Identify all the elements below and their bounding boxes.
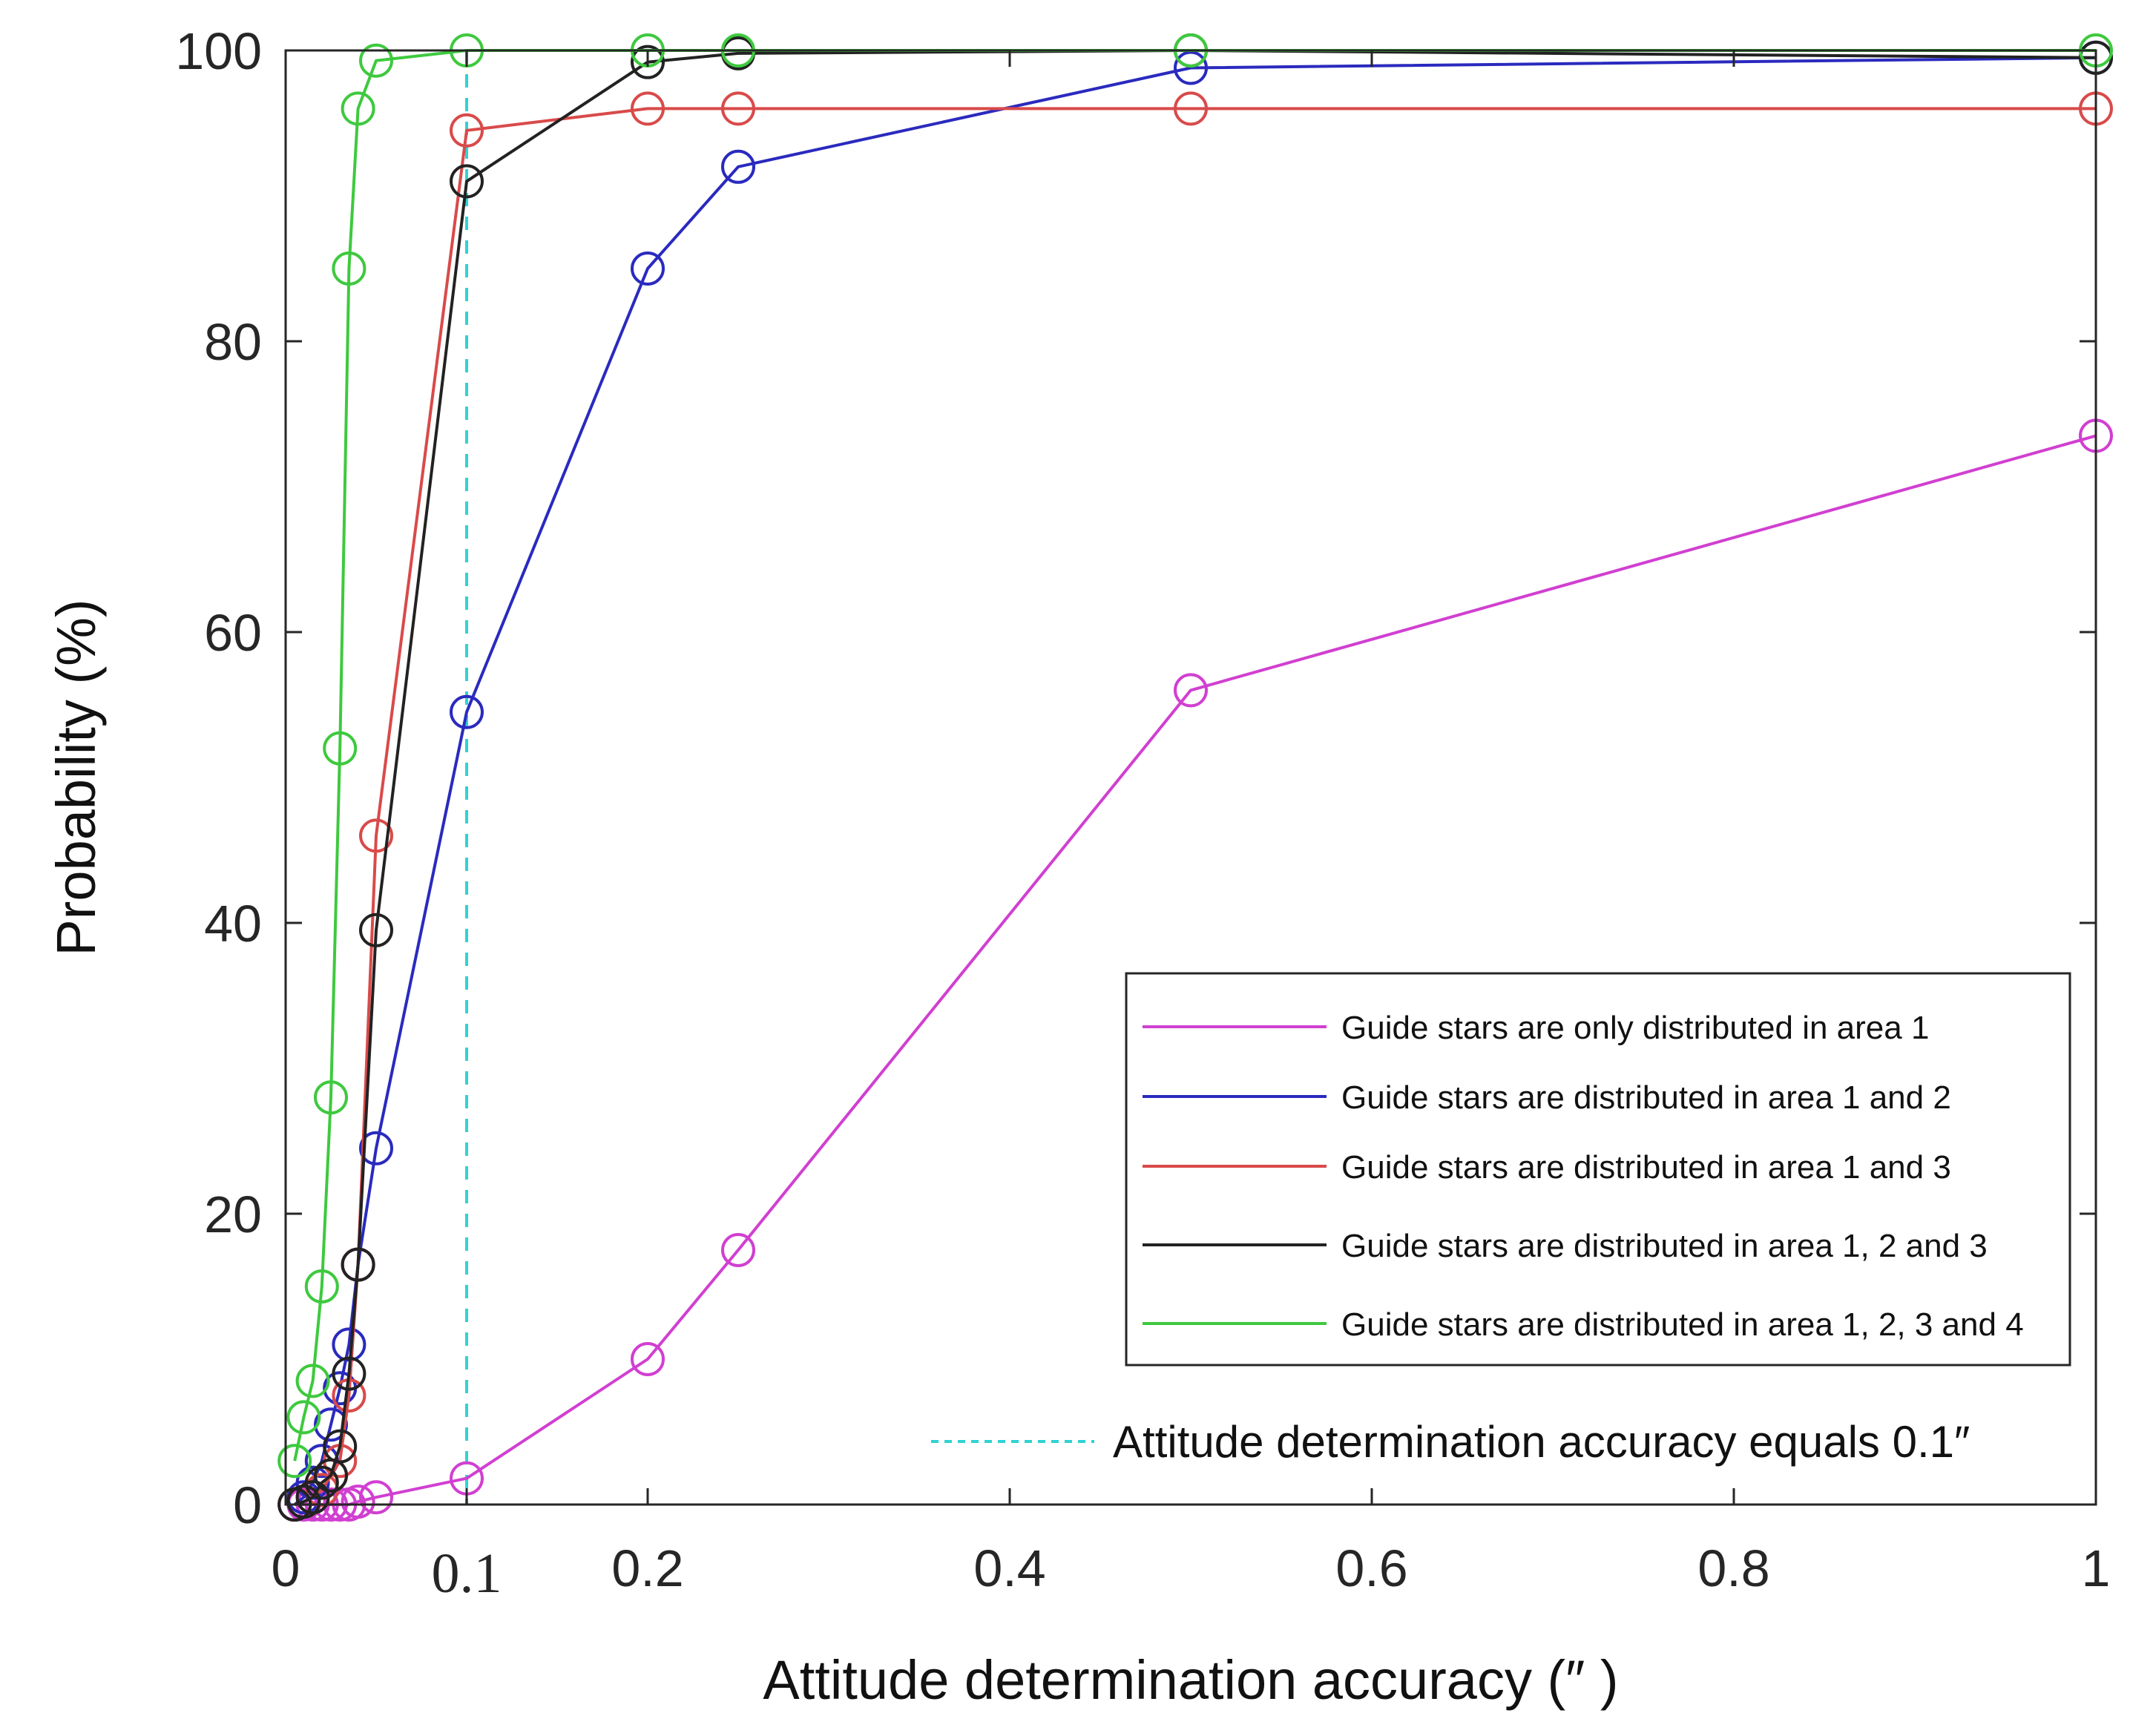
legend-label: Guide stars are distributed in area 1, 2… xyxy=(1341,1228,1988,1264)
legend-label: Guide stars are only distributed in area… xyxy=(1341,1010,1929,1046)
data-point xyxy=(314,1080,348,1115)
axes: 0 0.1 0.2 0.4 0.6 0.8 1 0 20 40 60 80 100 xyxy=(175,22,2110,1605)
data-point xyxy=(450,694,484,729)
data-point xyxy=(314,1407,348,1442)
data-point xyxy=(286,1400,321,1435)
legend-label: Guide stars are distributed in area 1, 2… xyxy=(1341,1306,2024,1343)
y-tick-label: 40 xyxy=(204,895,262,953)
data-point xyxy=(277,1444,312,1479)
data-point xyxy=(295,1364,330,1398)
axes-box xyxy=(284,49,2097,1506)
x-tick-label: 1 xyxy=(2082,1539,2111,1597)
y-tick-label: 80 xyxy=(204,313,262,371)
legend: Guide stars are only distributed in area… xyxy=(1125,972,2071,1367)
data-point xyxy=(304,1465,339,1500)
data-point xyxy=(450,113,484,148)
y-axis-title: Probability (%) xyxy=(45,599,107,956)
data-point xyxy=(341,1247,375,1282)
x-tick-label: 0.1 xyxy=(432,1542,502,1605)
data-point xyxy=(332,251,366,286)
data-point xyxy=(359,1131,393,1165)
x-tick-label: 0.2 xyxy=(611,1539,683,1597)
x-tick-label: 0 xyxy=(272,1539,300,1597)
data-point xyxy=(1174,50,1208,85)
data-point xyxy=(721,149,755,184)
data-point xyxy=(341,91,375,126)
x-tick-label: 0.4 xyxy=(973,1539,1045,1597)
data-point xyxy=(721,91,755,126)
y-tick-label: 100 xyxy=(175,22,262,80)
data-point xyxy=(323,1429,358,1464)
data-point xyxy=(631,251,665,286)
data-point xyxy=(450,164,484,199)
data-point xyxy=(359,818,393,853)
reference-line-legend: Attitude determination accuracy equals 0… xyxy=(931,1417,1970,1467)
data-point xyxy=(359,1480,393,1515)
x-tick-label: 0.6 xyxy=(1335,1539,1407,1597)
data-point xyxy=(631,1342,665,1376)
data-point xyxy=(1174,91,1208,126)
y-tick-label: 20 xyxy=(204,1186,262,1243)
data-point xyxy=(721,1233,755,1267)
data-point xyxy=(341,1485,375,1519)
data-point xyxy=(304,1269,339,1303)
y-tick-label: 60 xyxy=(204,604,262,662)
data-point xyxy=(323,731,358,766)
legend-label: Guide stars are distributed in area 1 an… xyxy=(1341,1079,1951,1116)
y-tick-label: 0 xyxy=(233,1476,262,1534)
data-point xyxy=(631,91,665,126)
reference-legend-label: Attitude determination accuracy equals 0… xyxy=(1113,1417,1970,1467)
data-point xyxy=(332,1356,366,1391)
x-tick-label: 0.8 xyxy=(1697,1539,1769,1597)
data-point xyxy=(359,913,393,947)
legend-box xyxy=(1125,972,2071,1367)
data-point xyxy=(631,45,665,79)
legend-label: Guide stars are distributed in area 1 an… xyxy=(1341,1149,1951,1186)
data-point xyxy=(1174,673,1208,708)
x-axis-title: Attitude determination accuracy (″ ) xyxy=(763,1649,1618,1711)
data-point xyxy=(359,43,393,78)
